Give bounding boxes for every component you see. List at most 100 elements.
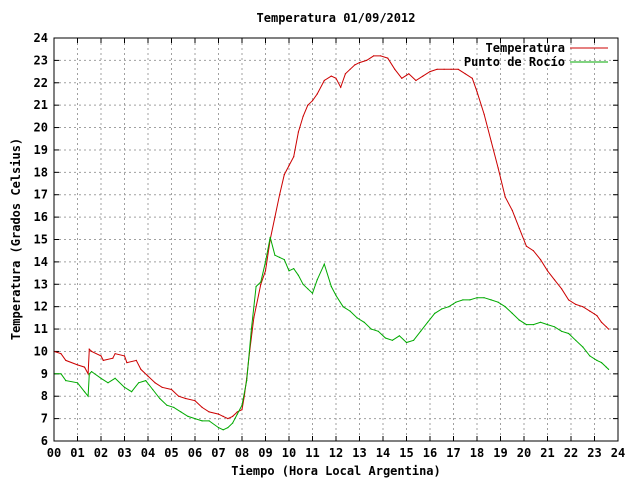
data-point <box>123 386 126 388</box>
data-point <box>316 279 318 281</box>
data-point <box>490 299 492 301</box>
x-tick-label: 07 <box>211 446 225 460</box>
series-punto-de-rocio <box>53 236 610 431</box>
data-point <box>398 335 400 337</box>
data-point <box>408 73 410 75</box>
data-point <box>342 306 344 308</box>
data-point <box>307 104 309 106</box>
x-tick-label: 10 <box>282 446 296 460</box>
y-tick-label: 21 <box>34 98 48 112</box>
data-point <box>201 406 203 408</box>
data-point <box>201 420 203 422</box>
data-point <box>264 261 267 263</box>
series-line <box>54 237 609 431</box>
x-tick-label: 02 <box>94 446 108 460</box>
data-point <box>311 292 314 294</box>
data-point <box>264 270 267 272</box>
data-point <box>575 339 577 341</box>
x-tick-label: 11 <box>305 446 319 460</box>
data-point <box>65 359 67 361</box>
data-point <box>373 55 375 57</box>
data-point <box>354 64 356 66</box>
data-point <box>436 68 438 70</box>
data-point <box>185 397 187 400</box>
data-point <box>159 397 161 400</box>
data-point <box>422 75 424 77</box>
data-point <box>236 413 238 415</box>
data-point <box>450 68 452 70</box>
data-point <box>283 174 285 176</box>
data-point <box>145 380 147 382</box>
y-tick-label: 12 <box>34 300 48 314</box>
data-point <box>356 317 358 319</box>
data-point <box>384 337 386 339</box>
data-point <box>232 422 234 424</box>
data-point <box>131 391 133 393</box>
data-point <box>429 71 431 73</box>
y-tick-label: 16 <box>34 210 48 224</box>
x-tick-label: 09 <box>258 446 272 460</box>
data-point <box>589 355 591 357</box>
data-point <box>288 270 290 272</box>
data-point <box>187 415 189 417</box>
data-point <box>76 364 79 366</box>
data-point <box>532 250 535 252</box>
data-point <box>427 321 429 323</box>
y-tick-label: 22 <box>34 76 48 90</box>
data-point <box>60 373 62 375</box>
data-point <box>476 91 478 93</box>
data-point <box>575 303 577 305</box>
data-point <box>302 283 304 285</box>
data-point <box>178 395 180 397</box>
data-point <box>88 373 90 375</box>
data-point <box>391 339 393 341</box>
data-point <box>154 382 156 384</box>
data-point <box>415 79 417 82</box>
data-point <box>462 299 464 301</box>
data-point <box>471 77 473 79</box>
data-point <box>161 386 163 388</box>
data-point <box>504 306 506 308</box>
data-point <box>88 348 90 350</box>
data-point <box>112 357 114 359</box>
data-point <box>114 377 116 379</box>
x-tick-label: 06 <box>188 446 202 460</box>
data-point <box>87 373 89 375</box>
x-tick-label: 18 <box>470 446 484 460</box>
legend: Temperatura Punto de Rocío <box>464 41 608 69</box>
data-point <box>208 411 210 413</box>
data-point <box>293 268 295 270</box>
data-point <box>227 418 229 420</box>
data-point <box>279 256 281 258</box>
data-point <box>311 100 314 102</box>
chart-title: Temperatura 01/09/2012 <box>257 11 416 25</box>
data-point <box>420 330 422 332</box>
data-point <box>553 326 556 328</box>
series-line <box>53 55 609 420</box>
data-point <box>546 324 549 326</box>
data-point <box>323 263 325 265</box>
data-point <box>293 156 295 158</box>
data-point <box>349 68 351 70</box>
data-point <box>236 411 238 413</box>
data-point <box>60 353 62 355</box>
grid-lines <box>54 38 618 441</box>
data-point <box>377 330 379 332</box>
data-point <box>232 415 234 417</box>
data-point <box>434 312 436 314</box>
y-tick-label: 18 <box>34 165 48 179</box>
x-tick-label: 17 <box>446 446 460 460</box>
data-point <box>255 285 257 288</box>
data-point <box>269 236 271 238</box>
data-point <box>335 294 337 297</box>
data-point <box>608 328 610 330</box>
y-tick-label: 10 <box>34 344 48 358</box>
y-tick-label: 8 <box>41 389 48 403</box>
data-point <box>600 362 603 364</box>
y-tick-label: 15 <box>34 233 48 247</box>
y-tick-label: 6 <box>41 434 48 448</box>
x-tick-label: 15 <box>399 446 413 460</box>
data-point <box>91 350 93 352</box>
data-point <box>394 68 396 70</box>
